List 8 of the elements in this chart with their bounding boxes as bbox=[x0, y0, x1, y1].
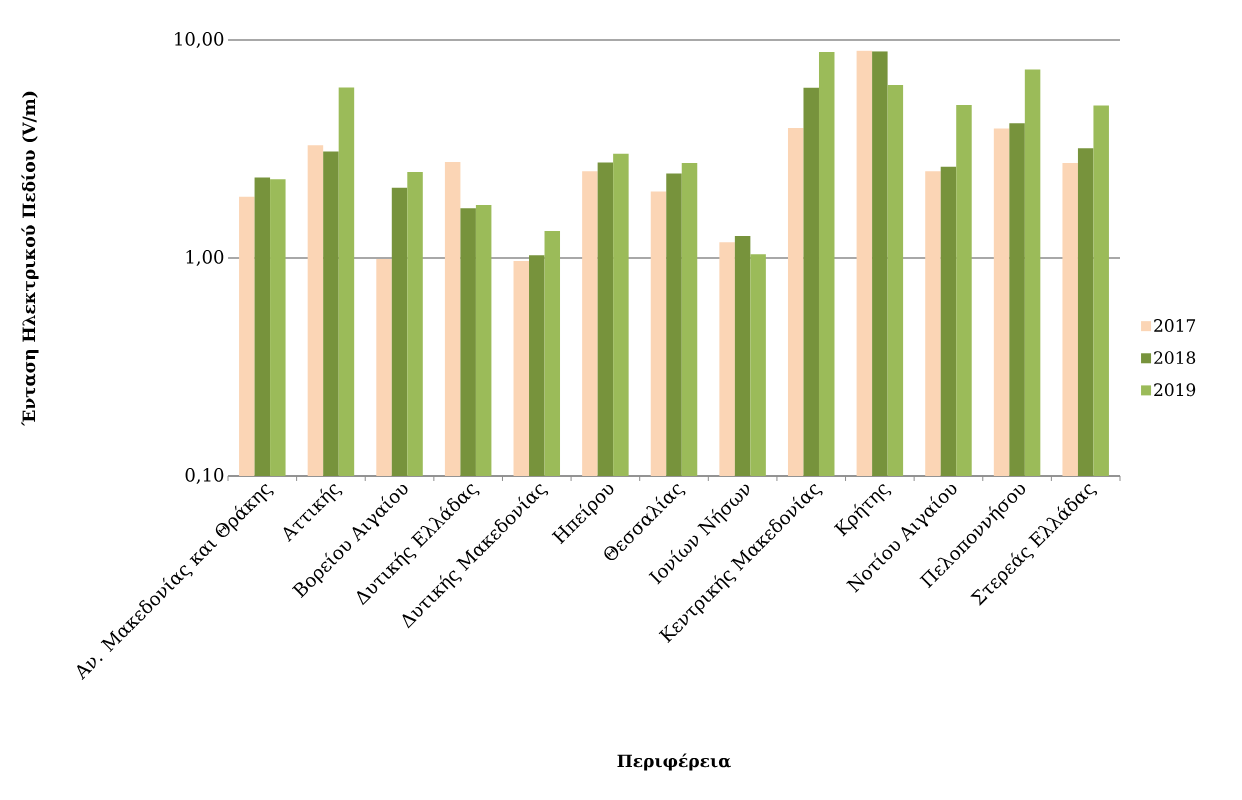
y-axis-title: Ένταση Ηλεκτρικού Πεδίου (V/m) bbox=[21, 91, 39, 427]
y-tick-label: 0,10 bbox=[185, 468, 224, 484]
y-tick-label: 10,00 bbox=[175, 32, 224, 48]
legend-label: 2019 bbox=[1154, 383, 1196, 397]
legend-label: 2018 bbox=[1154, 351, 1196, 365]
x-axis-title: Περιφέρεια bbox=[617, 753, 731, 771]
legend-label: 2017 bbox=[1154, 319, 1196, 332]
y-tick-label: 1,00 bbox=[186, 250, 224, 266]
